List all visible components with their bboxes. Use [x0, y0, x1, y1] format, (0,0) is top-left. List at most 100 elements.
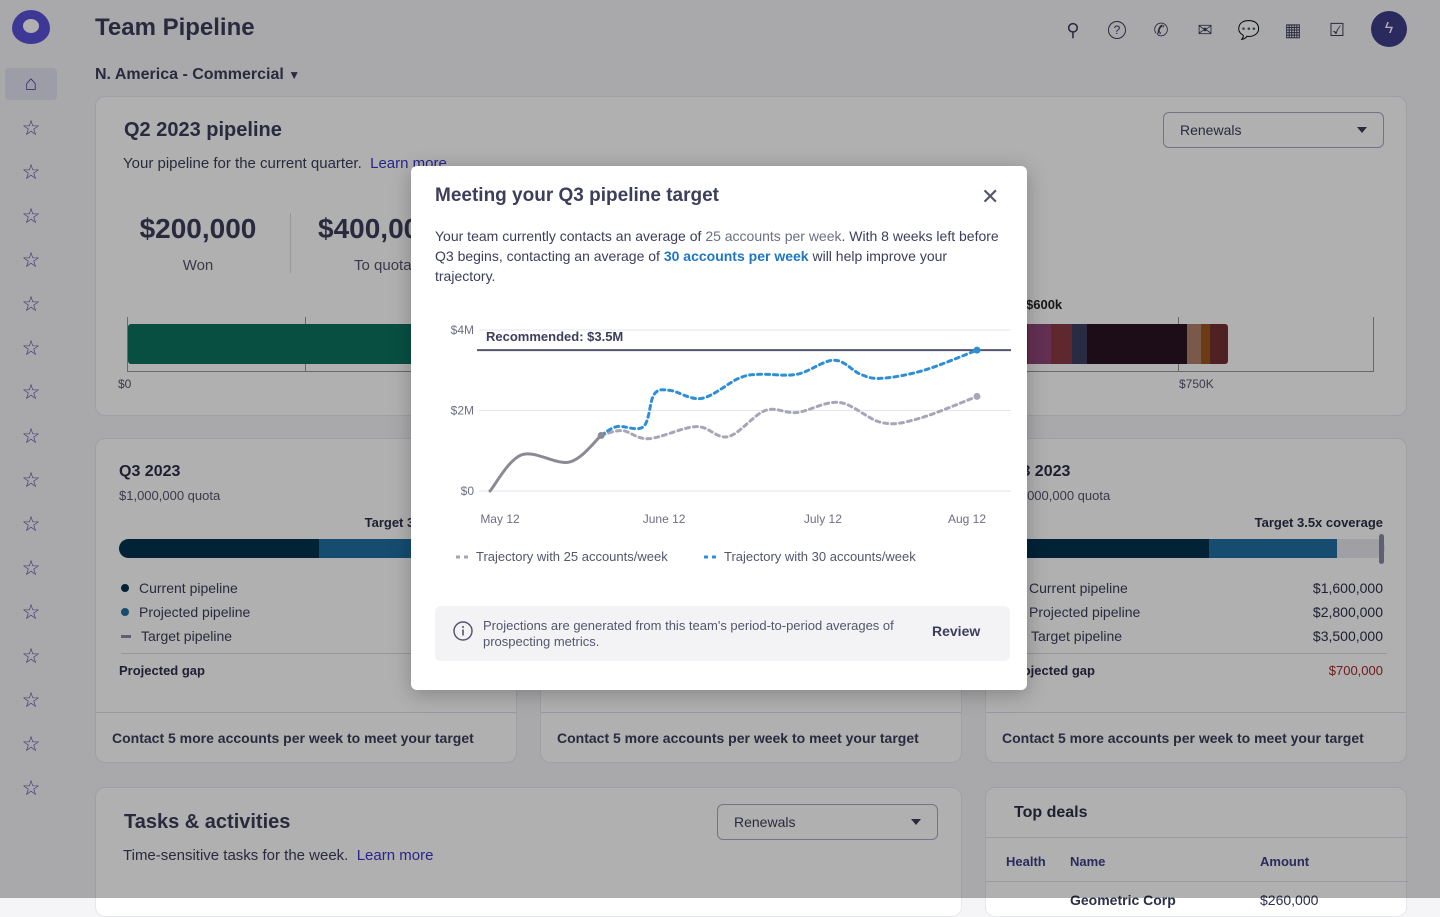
column-header[interactable]: Name	[1070, 854, 1106, 869]
sidebar-item[interactable]: ☆	[5, 464, 57, 496]
quota-label: To quota	[354, 257, 412, 274]
current-segment	[1009, 539, 1209, 558]
page-title: Team Pipeline	[95, 14, 255, 41]
logo[interactable]	[12, 10, 50, 44]
sidebar-item[interactable]: ☆	[5, 332, 57, 364]
card-title: Q3 2023	[119, 463, 181, 480]
pipeline-target-modal: Meeting your Q3 pipeline target ✕ Your t…	[411, 166, 1027, 690]
trajectory-chart: $0 $2M $4M May 12 June 12 July 12 Aug 12 Recomm…	[451, 323, 1011, 564]
filter-dropdown[interactable]: Renewals	[717, 804, 938, 840]
won-value: $200,000	[139, 213, 257, 244]
avatar[interactable]: ϟ	[1371, 11, 1407, 47]
segment	[1072, 324, 1087, 364]
sidebar-item[interactable]: ⌂	[5, 68, 57, 100]
series-line	[599, 394, 979, 441]
card-title: Q2 2023 pipeline	[124, 119, 282, 141]
filter-dropdown[interactable]: Renewals	[1163, 112, 1384, 148]
target-marker	[1379, 534, 1384, 564]
star-icon: ☆	[21, 556, 41, 580]
help-icon[interactable]: ?	[1108, 21, 1126, 39]
series-line	[599, 348, 979, 437]
team-label: N. America - Commercial	[95, 66, 284, 83]
sidebar-item[interactable]: ☆	[5, 684, 57, 716]
axis-label: $750K	[1179, 377, 1214, 391]
gap-value: $700,000	[1328, 663, 1383, 678]
segment	[1028, 324, 1051, 364]
modal-description: Your team currently contacts an average …	[435, 228, 999, 284]
star-icon: ☆	[21, 380, 41, 404]
quota: $1,000,000 quota	[1009, 488, 1111, 503]
calendar-icon[interactable]: ▦	[1284, 19, 1302, 40]
star-icon: ☆	[21, 336, 41, 360]
legend-value: $1,600,000	[1312, 580, 1383, 596]
sidebar-item[interactable]: ☆	[5, 508, 57, 540]
star-icon: ☆	[21, 644, 41, 668]
mail-icon[interactable]: ✉	[1197, 19, 1213, 40]
card-footer-link[interactable]: Contact 5 more accounts per week to meet…	[986, 712, 1406, 763]
star-icon: ☆	[21, 512, 41, 536]
sidebar-item[interactable]: ☆	[5, 156, 57, 188]
card-footer-link[interactable]: Contact 5 more accounts per week to meet…	[96, 712, 516, 763]
card-title: Tasks & activities	[124, 811, 291, 833]
star-icon: ☆	[21, 248, 41, 272]
x-tick-label: June 12	[643, 512, 686, 526]
sidebar-item[interactable]: ☆	[5, 640, 57, 672]
sidebar-item[interactable]: ☆	[5, 112, 57, 144]
close-icon[interactable]: ✕	[981, 184, 1000, 209]
tasks-icon[interactable]: ☑	[1328, 19, 1346, 40]
info-text: Projections are generated from this team…	[483, 618, 894, 649]
star-icon: ☆	[21, 600, 41, 624]
star-icon: ☆	[21, 160, 41, 184]
series-end-point	[973, 392, 981, 400]
quota: $1,000,000 quota	[119, 488, 221, 503]
caret-down-icon	[911, 819, 921, 825]
legend-value: $3,500,000	[1312, 628, 1383, 644]
card-subtitle: Your pipeline for the current quarter.	[123, 155, 362, 172]
target-label: Target 3.5x coverage	[1254, 515, 1383, 530]
won-label: Won	[182, 257, 214, 274]
segment	[1210, 324, 1228, 364]
gap-label: Projected gap	[1009, 663, 1095, 678]
gap-label: Projected gap	[119, 663, 205, 678]
sidebar-item[interactable]: ☆	[5, 728, 57, 760]
modal-title: Meeting your Q3 pipeline target	[435, 185, 719, 206]
info-box: Projections are generated from this team…	[435, 606, 1010, 661]
caret-down-icon	[1357, 127, 1367, 133]
sidebar-item[interactable]: ☆	[5, 552, 57, 584]
sidebar: ⌂ ☆ ☆ ☆ ☆ ☆ ☆ ☆ ☆ ☆ ☆ ☆ ☆ ☆ ☆ ☆ ☆	[0, 0, 62, 898]
card-title: Top deals	[1014, 804, 1088, 821]
column-header[interactable]: Amount	[1260, 854, 1310, 869]
sidebar-item[interactable]: ☆	[5, 200, 57, 232]
review-button[interactable]: Review	[932, 623, 981, 639]
segment	[1187, 324, 1201, 364]
phone-icon[interactable]: ✆	[1153, 19, 1169, 40]
star-icon: ☆	[21, 116, 41, 140]
star-icon: ☆	[21, 292, 41, 316]
sidebar-item[interactable]: ☆	[5, 376, 57, 408]
learn-more-link[interactable]: Learn more	[356, 847, 434, 864]
star-icon: ☆	[21, 424, 41, 448]
search-icon[interactable]: ⚲	[1066, 19, 1080, 40]
sidebar-item[interactable]: ☆	[5, 420, 57, 452]
star-icon: ☆	[21, 688, 41, 712]
sidebar-item[interactable]: ☆	[5, 772, 57, 804]
column-header[interactable]: Health	[1006, 854, 1046, 869]
x-tick-label: Aug 12	[948, 512, 986, 526]
segment	[1087, 324, 1187, 364]
legend-label: Trajectory with 25 accounts/week	[476, 549, 668, 564]
star-icon: ☆	[21, 468, 41, 492]
y-tick-label: $0	[461, 484, 475, 498]
sidebar-item[interactable]: ☆	[5, 244, 57, 276]
sidebar-item[interactable]: ☆	[5, 288, 57, 320]
team-selector[interactable]: N. America - Commercial ▼	[95, 66, 300, 84]
card-footer-link[interactable]: Contact 5 more accounts per week to meet…	[541, 712, 961, 763]
actual-end-point	[597, 431, 605, 439]
star-icon: ☆	[21, 776, 41, 800]
coverage-bar	[1009, 539, 1385, 558]
sidebar-item[interactable]: ☆	[5, 596, 57, 628]
chat-icon[interactable]: 💬	[1237, 19, 1261, 40]
legend-item: Current pipeline	[121, 580, 238, 596]
info-icon	[453, 621, 473, 641]
legend-label: Trajectory with 30 accounts/week	[724, 549, 916, 564]
legend-value: $2,800,000	[1312, 604, 1383, 620]
